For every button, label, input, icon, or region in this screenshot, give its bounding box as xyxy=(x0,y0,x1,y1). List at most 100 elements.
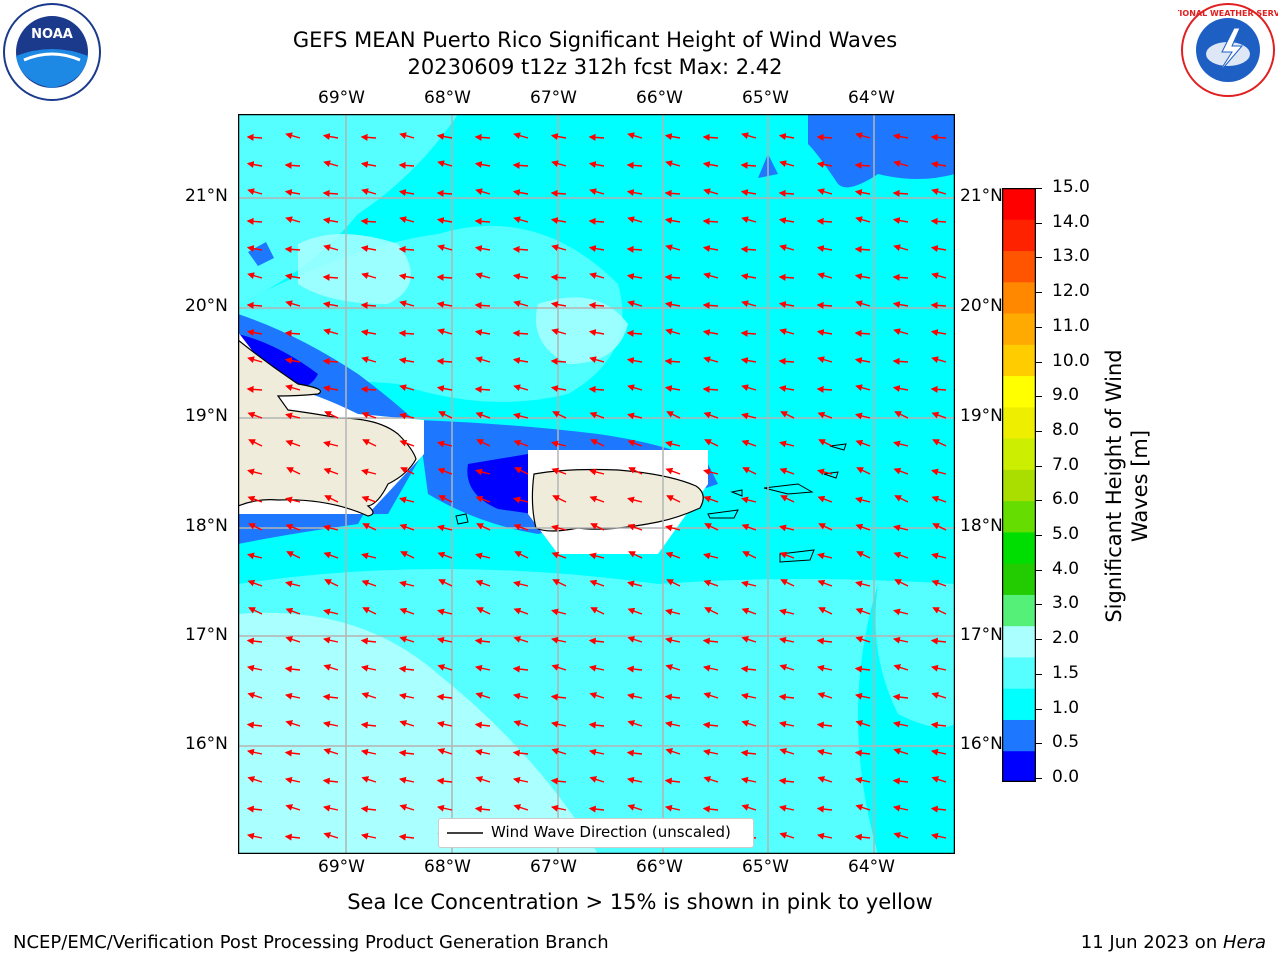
wave-direction-arrow xyxy=(360,301,377,309)
colorbar xyxy=(1002,188,1036,782)
wave-direction-arrow xyxy=(703,495,719,503)
wave-direction-arrow xyxy=(778,217,795,225)
wave-direction-arrow xyxy=(703,579,719,587)
wave-direction-arrow xyxy=(322,189,339,197)
colorbar-tick-label: 5.0 xyxy=(1052,524,1080,545)
wave-direction-arrow xyxy=(626,189,643,197)
wave-direction-arrow xyxy=(664,357,681,365)
wave-direction-arrow xyxy=(438,495,453,503)
lon-label-top: 65°W xyxy=(742,88,789,108)
wave-direction-arrow xyxy=(588,161,605,169)
wave-direction-arrow xyxy=(551,160,567,168)
wave-direction-arrow xyxy=(323,440,339,448)
colorbar-tick-mark xyxy=(1036,396,1042,398)
wave-direction-arrow xyxy=(892,301,909,309)
lon-label-bottom: 67°W xyxy=(530,857,577,877)
wind-wave-arrows xyxy=(246,132,947,841)
wave-direction-arrow xyxy=(588,217,605,225)
wave-direction-arrow xyxy=(702,637,719,645)
wave-direction-arrow xyxy=(816,133,833,141)
colorbar-segment xyxy=(1002,469,1036,502)
colorbar-tick-mark xyxy=(1036,257,1042,259)
wave-direction-arrow xyxy=(323,608,339,616)
wave-band-0.5-1-ne xyxy=(808,114,955,188)
wave-direction-arrow xyxy=(285,636,301,643)
wave-direction-arrow xyxy=(702,664,719,672)
wave-direction-arrow xyxy=(626,665,643,673)
wave-direction-arrow xyxy=(703,356,719,364)
wave-direction-arrow xyxy=(930,301,947,309)
wave-direction-arrow xyxy=(551,328,567,336)
wave-direction-arrow xyxy=(626,776,643,784)
wave-direction-arrow xyxy=(779,160,795,168)
wave-direction-arrow xyxy=(741,384,757,392)
lon-label-top: 66°W xyxy=(636,88,683,108)
wave-direction-arrow xyxy=(702,161,719,169)
wave-direction-arrow xyxy=(475,411,491,419)
wave-direction-arrow xyxy=(855,607,871,615)
wave-direction-arrow xyxy=(474,637,491,645)
wave-direction-arrow xyxy=(778,693,795,701)
footer-date: 11 Jun 2023 on Hera xyxy=(1081,932,1266,953)
wave-direction-arrow xyxy=(932,607,947,615)
wave-direction-arrow xyxy=(893,160,909,168)
wave-direction-arrow xyxy=(437,608,453,616)
wave-direction-arrow xyxy=(930,217,947,225)
wave-direction-arrow xyxy=(322,693,339,701)
colorbar-segment xyxy=(1002,250,1036,283)
wave-direction-arrow xyxy=(816,245,833,253)
wave-direction-arrow xyxy=(892,636,909,644)
colorbar-tick-mark xyxy=(1036,569,1042,571)
wave-direction-arrow xyxy=(893,664,909,671)
wave-direction-arrow xyxy=(893,467,909,475)
wave-direction-arrow xyxy=(817,468,833,476)
wave-direction-arrow xyxy=(589,356,605,364)
land-puerto-rico xyxy=(531,468,704,532)
wave-direction-arrow xyxy=(323,748,339,755)
wave-direction-arrow xyxy=(742,551,757,559)
wave-direction-arrow xyxy=(741,216,757,224)
wave-direction-arrow xyxy=(854,692,871,700)
wave-direction-arrow xyxy=(361,552,377,560)
wave-direction-arrow xyxy=(589,468,605,476)
wave-direction-arrow xyxy=(894,411,909,419)
wave-direction-arrow xyxy=(437,440,453,448)
wave-direction-arrow xyxy=(854,776,871,784)
wave-direction-arrow xyxy=(816,637,833,645)
wave-direction-arrow xyxy=(589,552,605,560)
wave-direction-arrow xyxy=(930,805,947,813)
wave-direction-arrow xyxy=(550,357,567,365)
wave-direction-arrow xyxy=(361,272,377,280)
wave-direction-arrow xyxy=(741,132,757,140)
wave-direction-arrow xyxy=(740,329,757,337)
wave-direction-arrow xyxy=(247,188,263,196)
wave-direction-arrow xyxy=(474,329,491,337)
wave-direction-arrow xyxy=(778,636,795,644)
wave-direction-arrow xyxy=(513,300,529,308)
wave-direction-arrow xyxy=(816,217,833,225)
wave-direction-arrow xyxy=(512,189,529,197)
wave-direction-arrow xyxy=(816,805,833,813)
wave-direction-arrow xyxy=(931,188,947,196)
lon-label-top: 64°W xyxy=(848,88,895,108)
wave-direction-arrow xyxy=(816,161,833,169)
wave-direction-arrow xyxy=(702,245,719,253)
wave-direction-arrow xyxy=(588,721,605,729)
wave-direction-arrow xyxy=(360,748,377,756)
wave-direction-arrow xyxy=(854,189,871,197)
wave-direction-arrow xyxy=(399,607,415,615)
wave-direction-arrow xyxy=(552,495,567,503)
wave-direction-arrow xyxy=(284,189,301,197)
wave-direction-arrow xyxy=(778,385,795,393)
wave-direction-arrow xyxy=(361,188,377,196)
wave-direction-arrow xyxy=(665,328,681,336)
colorbar-segment xyxy=(1002,313,1036,345)
wave-direction-arrow xyxy=(855,300,871,308)
wave-direction-arrow xyxy=(778,273,795,281)
lat-label-left: 21°N xyxy=(185,186,228,206)
wave-direction-arrow xyxy=(474,385,491,393)
colorbar-segment xyxy=(1002,531,1036,564)
wave-direction-arrow xyxy=(513,496,529,504)
wave-direction-arrow xyxy=(513,580,529,588)
wave-direction-arrow xyxy=(741,804,757,811)
